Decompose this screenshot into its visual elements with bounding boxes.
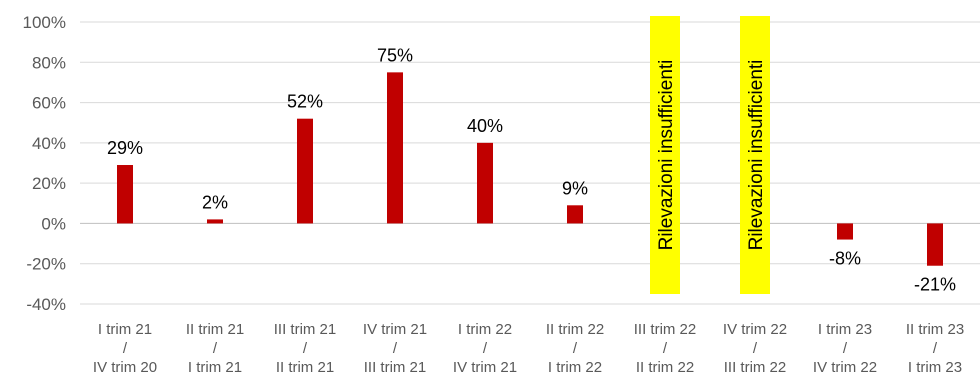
data-label: 40%	[467, 116, 503, 136]
x-tick-label-line: II trim 21	[186, 321, 244, 338]
x-tick-label-line: /	[123, 340, 128, 357]
y-tick-label: 20%	[32, 174, 66, 193]
x-tick-label: III trim 22 / II trim 22	[634, 321, 697, 376]
y-tick-label: 60%	[32, 94, 66, 113]
x-tick-label-line: I trim 21	[98, 321, 152, 338]
x-tick-label: IV trim 21 / III trim 21	[363, 321, 427, 376]
x-tick-label-line: II trim 23	[906, 321, 964, 338]
x-tick-label-line: /	[483, 340, 488, 357]
x-tick-label: I trim 22 / IV trim 21	[453, 321, 517, 376]
bar	[207, 219, 223, 224]
x-tick-label-line: IV trim 20	[93, 359, 157, 376]
x-tick-label-line: IV trim 21	[363, 321, 427, 338]
y-tick-label: -20%	[26, 255, 66, 274]
x-tick-label-line: /	[753, 340, 758, 357]
y-tick-label: 0%	[41, 214, 66, 233]
x-tick-label-line: I trim 23	[908, 359, 962, 376]
x-tick-label-line: /	[393, 340, 398, 357]
y-tick-label: 80%	[32, 53, 66, 72]
x-tick-label-line: I trim 22	[458, 321, 512, 338]
y-axis-ticks: 100% 80% 60% 40% 20% 0% -20% -40%	[23, 13, 66, 314]
x-tick-label-line: II trim 22	[546, 321, 604, 338]
x-tick-label-line: /	[303, 340, 308, 357]
x-tick-label-line: III trim 22	[634, 321, 697, 338]
x-tick-label: I trim 23 / IV trim 22	[813, 321, 877, 376]
x-tick-label-line: IV trim 21	[453, 359, 517, 376]
x-tick-label-line: /	[213, 340, 218, 357]
y-tick-label: 100%	[23, 13, 66, 32]
annotation-insufficient-data: Rilevazioni insufficienti	[650, 16, 680, 294]
gridlines	[80, 21, 980, 305]
bar	[477, 142, 493, 224]
data-label: -8%	[829, 249, 861, 269]
x-tick-label-line: I trim 21	[188, 359, 242, 376]
x-tick-label-line: III trim 21	[364, 359, 427, 376]
x-tick-label: III trim 21 / II trim 21	[274, 321, 337, 376]
annotations: Rilevazioni insufficienti Rilevazioni ins…	[650, 16, 770, 294]
bar	[567, 205, 583, 224]
x-tick-label-line: IV trim 22	[813, 359, 877, 376]
data-labels: 29% 2% 52% 75% 40% 9% -8% -21%	[107, 45, 956, 294]
data-label: 75%	[377, 45, 413, 65]
x-tick-label-line: /	[573, 340, 578, 357]
data-label: 2%	[202, 192, 228, 212]
x-tick-label-line: /	[663, 340, 668, 357]
annotation-highlight	[740, 16, 770, 294]
x-tick-label-line: III trim 21	[274, 321, 337, 338]
x-tick-label-line: I trim 22	[548, 359, 602, 376]
bars	[117, 72, 943, 266]
annotation-highlight	[650, 16, 680, 294]
x-tick-label-line: I trim 23	[818, 321, 872, 338]
x-tick-label: I trim 21 / IV trim 20	[93, 321, 157, 376]
data-label: 9%	[562, 178, 588, 198]
bar	[927, 223, 943, 266]
x-tick-label-line: /	[933, 340, 938, 357]
x-tick-label: IV trim 22 / III trim 22	[723, 321, 787, 376]
x-tick-label-line: III trim 22	[724, 359, 787, 376]
data-label: -21%	[914, 275, 956, 295]
x-tick-label-line: II trim 21	[276, 359, 334, 376]
annotation-insufficient-data: Rilevazioni insufficienti	[740, 16, 770, 294]
data-label: 52%	[287, 92, 323, 112]
bar	[387, 72, 403, 224]
y-tick-label: 40%	[32, 134, 66, 153]
bar	[297, 118, 313, 224]
x-tick-label: II trim 22 / I trim 22	[546, 321, 604, 376]
annotation-text: Rilevazioni insufficienti	[746, 60, 767, 251]
bar	[117, 165, 133, 224]
annotation-text: Rilevazioni insufficienti	[656, 60, 677, 251]
x-tick-label: II trim 23 / I trim 23	[906, 321, 964, 376]
y-tick-label: -40%	[26, 295, 66, 314]
data-label: 29%	[107, 138, 143, 158]
x-tick-label: II trim 21 / I trim 21	[186, 321, 244, 376]
bar	[837, 223, 853, 240]
x-tick-label-line: II trim 22	[636, 359, 694, 376]
x-tick-label-line: IV trim 22	[723, 321, 787, 338]
x-tick-label-line: /	[843, 340, 848, 357]
